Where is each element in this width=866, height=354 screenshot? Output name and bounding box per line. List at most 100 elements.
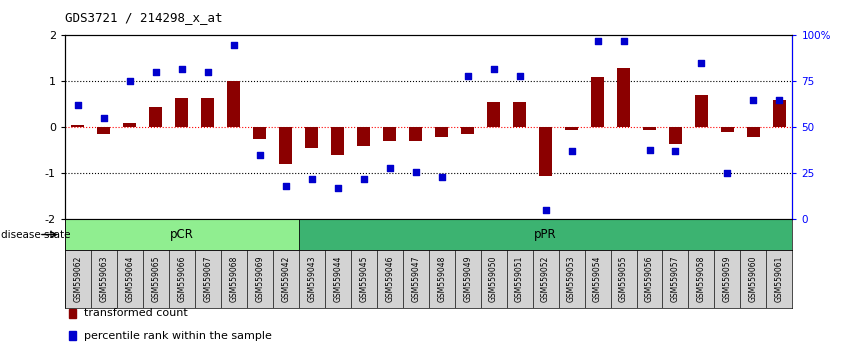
Bar bbox=[772, 100, 786, 127]
Bar bbox=[766, 250, 792, 308]
Text: GSM559046: GSM559046 bbox=[385, 256, 394, 302]
Bar bbox=[487, 102, 500, 127]
Text: GSM559054: GSM559054 bbox=[593, 256, 602, 302]
Bar bbox=[688, 250, 714, 308]
Point bbox=[617, 38, 630, 44]
Bar bbox=[117, 250, 143, 308]
Point bbox=[149, 69, 163, 75]
Text: GSM559061: GSM559061 bbox=[775, 256, 784, 302]
Bar bbox=[299, 219, 792, 250]
Bar bbox=[611, 250, 637, 308]
Bar bbox=[695, 95, 708, 127]
Text: pCR: pCR bbox=[170, 228, 194, 241]
Text: GSM559064: GSM559064 bbox=[126, 256, 134, 302]
Text: pPR: pPR bbox=[534, 228, 557, 241]
Text: GSM559066: GSM559066 bbox=[178, 256, 186, 302]
Point bbox=[513, 73, 527, 79]
Bar bbox=[357, 127, 371, 146]
Point bbox=[461, 73, 475, 79]
Bar bbox=[429, 250, 455, 308]
Point bbox=[97, 115, 111, 121]
Point bbox=[539, 207, 553, 213]
Bar bbox=[65, 250, 91, 308]
Bar bbox=[71, 125, 84, 127]
Point bbox=[435, 174, 449, 180]
Bar bbox=[637, 250, 662, 308]
Point bbox=[279, 183, 293, 189]
Bar bbox=[481, 250, 507, 308]
Point bbox=[669, 149, 682, 154]
Bar bbox=[143, 250, 169, 308]
Bar bbox=[617, 68, 630, 127]
Text: GSM559067: GSM559067 bbox=[204, 256, 212, 302]
Point bbox=[746, 97, 760, 103]
Point bbox=[357, 176, 371, 182]
Bar bbox=[175, 97, 188, 127]
Bar bbox=[746, 127, 760, 137]
Bar bbox=[455, 250, 481, 308]
Bar bbox=[169, 250, 195, 308]
Point bbox=[305, 176, 319, 182]
Bar bbox=[585, 250, 611, 308]
Bar bbox=[409, 127, 422, 141]
Text: GSM559047: GSM559047 bbox=[411, 256, 420, 302]
Bar bbox=[377, 250, 403, 308]
Text: GSM559042: GSM559042 bbox=[281, 256, 290, 302]
Bar bbox=[383, 127, 396, 141]
Bar bbox=[97, 127, 111, 134]
Bar bbox=[591, 77, 604, 127]
Text: GSM559058: GSM559058 bbox=[697, 256, 706, 302]
Bar bbox=[195, 250, 221, 308]
Bar bbox=[279, 127, 292, 164]
Bar bbox=[299, 250, 325, 308]
Bar bbox=[149, 107, 163, 127]
Bar bbox=[273, 250, 299, 308]
Bar bbox=[227, 81, 240, 127]
Text: GSM559060: GSM559060 bbox=[749, 256, 758, 302]
Text: GSM559059: GSM559059 bbox=[723, 256, 732, 302]
Point bbox=[772, 97, 786, 103]
Point bbox=[409, 169, 423, 175]
Bar bbox=[403, 250, 429, 308]
Bar bbox=[65, 219, 299, 250]
Bar bbox=[461, 127, 474, 134]
Text: GSM559069: GSM559069 bbox=[255, 256, 264, 302]
Text: percentile rank within the sample: percentile rank within the sample bbox=[84, 331, 272, 341]
Point bbox=[253, 152, 267, 158]
Point bbox=[175, 66, 189, 72]
Point bbox=[227, 42, 241, 47]
Text: GSM559045: GSM559045 bbox=[359, 256, 368, 302]
Bar bbox=[247, 250, 273, 308]
Text: GSM559057: GSM559057 bbox=[671, 256, 680, 302]
Bar bbox=[201, 97, 214, 127]
Text: GSM559043: GSM559043 bbox=[307, 256, 316, 302]
Point bbox=[643, 147, 656, 152]
Point bbox=[71, 103, 85, 108]
Point bbox=[331, 185, 345, 191]
Text: GSM559052: GSM559052 bbox=[541, 256, 550, 302]
Bar bbox=[91, 250, 117, 308]
Text: transformed count: transformed count bbox=[84, 308, 187, 318]
Point bbox=[721, 171, 734, 176]
Text: GSM559055: GSM559055 bbox=[619, 256, 628, 302]
Point bbox=[695, 60, 708, 66]
Text: GSM559051: GSM559051 bbox=[515, 256, 524, 302]
Text: GSM559056: GSM559056 bbox=[645, 256, 654, 302]
Text: GSM559050: GSM559050 bbox=[489, 256, 498, 302]
Bar bbox=[435, 127, 449, 137]
Text: GSM559049: GSM559049 bbox=[463, 256, 472, 302]
Bar bbox=[565, 127, 578, 130]
Bar bbox=[740, 250, 766, 308]
Text: GDS3721 / 214298_x_at: GDS3721 / 214298_x_at bbox=[65, 11, 223, 24]
Bar bbox=[123, 123, 137, 127]
Text: GSM559065: GSM559065 bbox=[152, 256, 160, 302]
Bar bbox=[253, 127, 266, 139]
Bar bbox=[559, 250, 585, 308]
Text: GSM559053: GSM559053 bbox=[567, 256, 576, 302]
Point bbox=[487, 66, 501, 72]
Bar bbox=[643, 127, 656, 130]
Bar bbox=[331, 127, 345, 155]
Bar bbox=[507, 250, 533, 308]
Point bbox=[123, 79, 137, 84]
Bar bbox=[68, 331, 76, 340]
